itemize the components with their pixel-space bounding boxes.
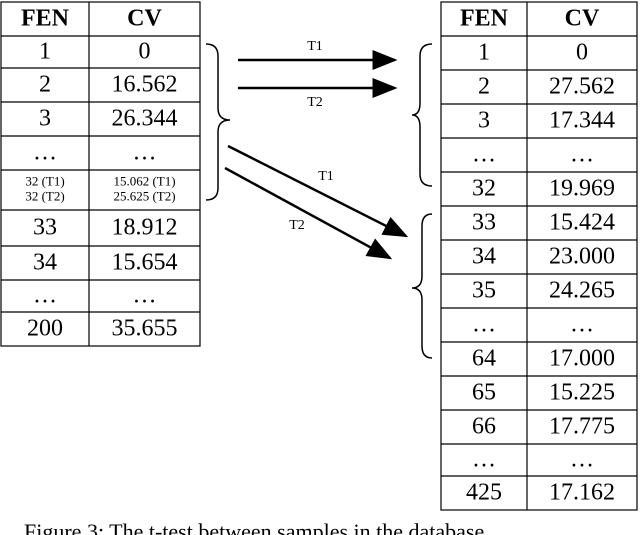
table-cell: 18.912 <box>112 215 178 241</box>
table-cell: 23.000 <box>549 244 615 270</box>
arrow-label: T2 <box>307 95 323 110</box>
table-cell: 34 <box>472 244 496 270</box>
table-border <box>0 1 201 347</box>
table-cell: … <box>570 142 594 168</box>
table-cell: 32 <box>472 176 496 202</box>
table-cell: 0 <box>139 39 151 65</box>
table-cell: 35 <box>472 278 496 304</box>
table-cell: 17.344 <box>549 108 615 134</box>
table-cell: 3 <box>39 106 51 132</box>
table-cell: 33 <box>33 215 57 241</box>
table-cell: 17.000 <box>549 346 615 372</box>
arrows <box>224 50 409 260</box>
table-cell: 25.625 (T2) <box>113 188 175 203</box>
table-cell: 24.265 <box>549 278 615 304</box>
table-cell: … <box>472 142 496 168</box>
table-cell: 27.562 <box>549 74 615 100</box>
table-cell: 2 <box>39 72 51 98</box>
table-cell: … <box>33 283 57 309</box>
table-cell: 15.424 <box>549 210 615 236</box>
table-cell: 16.562 <box>112 72 178 98</box>
table-cell: 17.775 <box>549 414 615 440</box>
table-cell: 17.162 <box>549 480 615 506</box>
table-cell: 19.969 <box>549 176 615 202</box>
table-cell: … <box>472 312 496 338</box>
caption: Figure 3: The t-test between samples in … <box>24 519 484 535</box>
table-cell: 15.062 (T1) <box>113 173 175 188</box>
table-cell: 1 <box>478 40 490 66</box>
brace <box>205 43 231 201</box>
header-cell: FEN <box>460 6 509 32</box>
brace <box>411 213 433 359</box>
table-cell: 26.344 <box>112 106 178 132</box>
table-cell: … <box>133 283 157 309</box>
table-cell: 2 <box>478 74 490 100</box>
table-cell: 32 (T2) <box>25 188 64 203</box>
braces <box>205 43 433 359</box>
table-cell: 32 (T1) <box>25 173 64 188</box>
table-cell: 64 <box>472 346 496 372</box>
arrow <box>224 166 393 260</box>
table-cell: 425 <box>466 480 502 506</box>
table-cell: … <box>472 447 496 473</box>
table-cell: … <box>33 140 57 166</box>
header-cell: FEN <box>21 6 70 32</box>
table-cell: 35.655 <box>112 316 178 342</box>
table-cell: 15.225 <box>549 380 615 406</box>
table-cell: 15.654 <box>112 250 178 276</box>
table-cell: 0 <box>576 40 588 66</box>
header-cell: CV <box>127 6 162 32</box>
table-cell: … <box>133 140 157 166</box>
table-cell: 34 <box>33 250 57 276</box>
table-cell: 1 <box>39 39 51 65</box>
header-cell: CV <box>565 6 600 32</box>
arrow-label: T2 <box>289 218 305 233</box>
table-cell: 65 <box>472 380 496 406</box>
table-border <box>440 1 638 511</box>
brace <box>411 43 433 187</box>
table-cell: 66 <box>472 414 496 440</box>
table-cell: 33 <box>472 210 496 236</box>
arrow <box>227 144 409 238</box>
arrow-label: T1 <box>318 169 334 184</box>
table-cell: 3 <box>478 108 490 134</box>
table-cell: 200 <box>27 316 63 342</box>
arrow-label: T1 <box>307 39 323 54</box>
table-cell: … <box>570 447 594 473</box>
table-cell: … <box>570 312 594 338</box>
